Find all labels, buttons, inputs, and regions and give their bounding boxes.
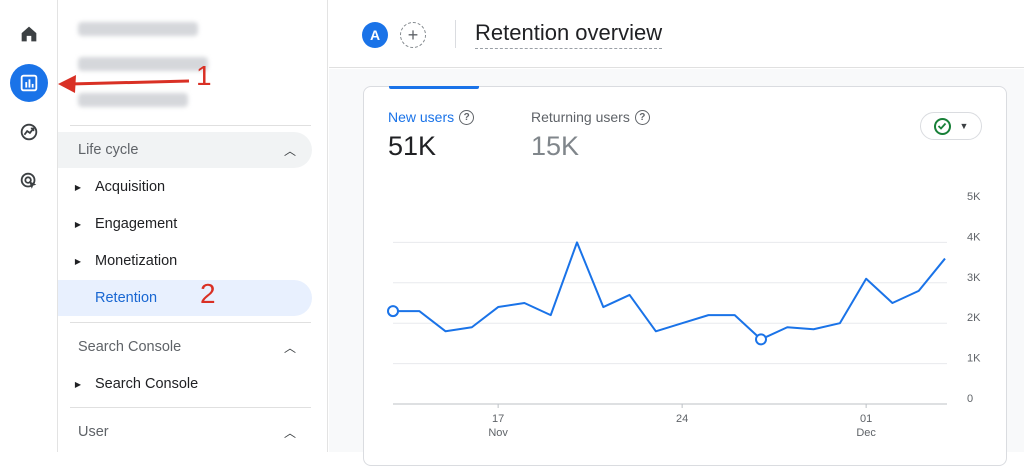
metric-label: Returning users	[531, 109, 630, 125]
page-title[interactable]: Retention overview	[475, 20, 662, 49]
section-life-cycle[interactable]: Life cycle ︿	[58, 132, 312, 168]
x-tick-label: 01	[860, 413, 872, 425]
top-header: A + Retention overview	[329, 0, 1024, 68]
nav-item-engagement[interactable]: ▶ Engagement	[58, 206, 312, 242]
divider	[70, 407, 311, 408]
annotation-arrow	[56, 64, 196, 100]
metric-tab-new-users[interactable]: New users ?	[388, 109, 474, 125]
y-tick-label: 3K	[967, 272, 981, 284]
nav-item-label: Engagement	[95, 216, 177, 232]
chevron-up-icon: ︿	[284, 424, 296, 441]
explore-icon[interactable]	[10, 113, 48, 151]
nav-item-label: Search Console	[95, 376, 198, 392]
section-title: Search Console	[78, 339, 181, 355]
expand-arrow-icon: ▶	[58, 257, 95, 266]
nav-item-label: Acquisition	[95, 179, 165, 195]
y-tick-label: 1K	[967, 353, 981, 365]
nav-item-retention[interactable]: Retention	[58, 280, 312, 316]
card-status-dropdown[interactable]: ▼	[920, 112, 982, 140]
expand-arrow-icon: ▶	[58, 183, 95, 192]
nav-item-monetization[interactable]: ▶ Monetization	[58, 243, 312, 279]
advertising-icon[interactable]	[10, 162, 48, 200]
help-icon[interactable]: ?	[635, 110, 650, 125]
y-tick-label: 5K	[967, 191, 981, 203]
reports-icon[interactable]	[10, 64, 48, 102]
data-point-marker[interactable]	[756, 334, 766, 344]
series-line-new-users	[393, 242, 945, 339]
x-tick-label: 17	[492, 413, 504, 425]
section-title: User	[78, 424, 109, 440]
nav-item-search-console[interactable]: ▶ Search Console	[58, 366, 312, 402]
chevron-up-icon: ︿	[284, 142, 296, 159]
comparison-avatar[interactable]: A	[362, 22, 388, 48]
add-comparison-button[interactable]: +	[400, 22, 426, 48]
nav-item-acquisition[interactable]: ▶ Acquisition	[58, 169, 312, 205]
y-tick-label: 2K	[967, 312, 981, 324]
nav-item-label: Retention	[95, 290, 157, 306]
expand-arrow-icon: ▶	[58, 220, 95, 229]
help-icon[interactable]: ?	[459, 110, 474, 125]
redacted-text	[78, 22, 198, 36]
x-tick-label: 24	[676, 413, 688, 425]
home-icon[interactable]	[10, 15, 48, 53]
section-search-console[interactable]: Search Console ︿	[58, 329, 312, 365]
metric-tab-returning-users[interactable]: Returning users ?	[531, 109, 650, 125]
check-circle-icon	[934, 118, 951, 135]
dropdown-arrow-icon: ▼	[960, 121, 969, 131]
x-tick-month-label: Dec	[856, 427, 876, 439]
metric-label: New users	[388, 109, 454, 125]
chevron-up-icon: ︿	[284, 339, 296, 356]
divider	[455, 20, 456, 48]
icon-rail	[0, 0, 58, 452]
section-user[interactable]: User ︿	[58, 414, 312, 450]
y-tick-label: 4K	[967, 231, 981, 243]
x-tick-month-label: Nov	[488, 427, 508, 439]
annotation-number-2: 2	[200, 278, 216, 310]
new-users-line-chart: 5K 4K 3K 2K 1K 0 17 Nov 24 01 Dec	[363, 180, 1003, 442]
section-title: Life cycle	[78, 142, 138, 158]
data-point-marker[interactable]	[388, 306, 398, 316]
nav-item-label: Monetization	[95, 253, 177, 269]
active-tab-indicator	[389, 86, 479, 89]
y-tick-label: 0	[967, 393, 973, 405]
metric-value-new-users: 51K	[388, 131, 436, 162]
metric-value-returning-users: 15K	[531, 131, 579, 162]
annotation-number-1: 1	[196, 60, 212, 92]
divider	[70, 322, 311, 323]
divider	[70, 125, 311, 126]
expand-arrow-icon: ▶	[58, 380, 95, 389]
